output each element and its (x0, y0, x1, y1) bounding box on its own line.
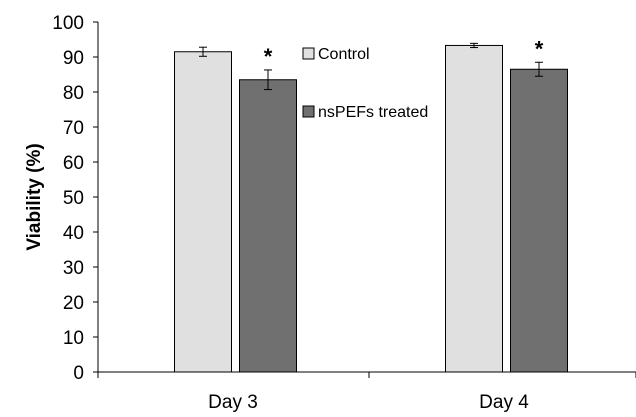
y-tick-label: 10 (63, 328, 84, 349)
bar (174, 51, 232, 373)
y-tick-label: 0 (73, 363, 84, 384)
significance-layer: * * (264, 36, 544, 69)
bar (445, 44, 503, 373)
y-tick-label: 20 (63, 293, 84, 314)
y-tick-label: 80 (63, 83, 84, 104)
axes-layer: 0 10 20 30 40 50 60 70 80 90 100 Day 3 Day 4 (52, 13, 636, 413)
bar (510, 68, 568, 373)
y-tick-label: 70 (63, 118, 84, 139)
legend-swatch (302, 105, 315, 118)
legend-label: nsPEFs treated (318, 104, 428, 121)
significance-marker: * (535, 36, 544, 61)
bar (239, 79, 297, 373)
y-axis-title: Viability (%) (24, 143, 45, 250)
y-tick-label: 60 (63, 153, 84, 174)
legend-label: Control (318, 46, 370, 63)
bars-layer (174, 44, 568, 373)
x-tick-label: Day 4 (479, 392, 529, 413)
legend-swatch (302, 47, 315, 60)
x-tick-label: Day 3 (208, 392, 258, 413)
significance-marker: * (264, 44, 273, 69)
legend: Control nsPEFs treated (302, 46, 428, 121)
error-bars-layer (199, 42, 543, 91)
y-tick-label: 30 (63, 258, 84, 279)
y-tick-label: 100 (52, 13, 84, 34)
y-tick-label: 90 (63, 48, 84, 69)
y-tick-label: 40 (63, 223, 84, 244)
y-tick-label: 50 (63, 188, 84, 209)
